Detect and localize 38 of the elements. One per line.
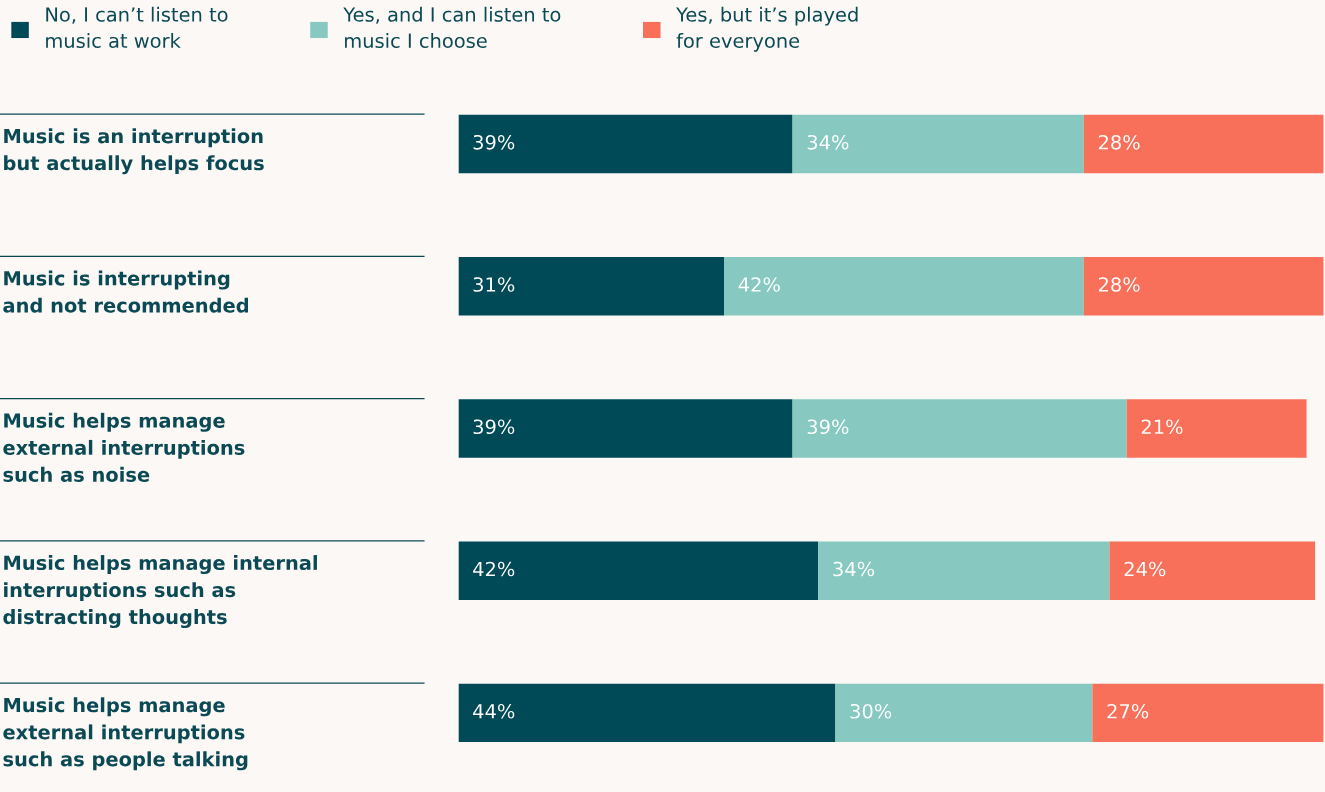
bar bbox=[458, 683, 836, 743]
data-label: 34% bbox=[833, 561, 875, 577]
bar bbox=[1083, 114, 1324, 174]
y-tick-label: Music helps manage internal interruptions such as distracting thoughts bbox=[3, 555, 317, 629]
data-label: 21% bbox=[1141, 419, 1183, 435]
bar bbox=[1109, 541, 1316, 600]
data-label: 42% bbox=[738, 277, 780, 292]
legend-label: Yes, and I can listen to music I choose bbox=[343, 6, 561, 49]
data-label: 39% bbox=[807, 419, 849, 435]
data-label: 34% bbox=[807, 134, 849, 150]
data-label: 24% bbox=[1124, 561, 1166, 577]
bar bbox=[1083, 257, 1324, 316]
bar bbox=[1092, 683, 1324, 743]
y-tick-label: Music helps manage external interruptions such as noise bbox=[3, 412, 245, 482]
bar bbox=[458, 257, 725, 316]
bar bbox=[792, 114, 1084, 174]
data-label: 39% bbox=[473, 134, 515, 150]
bar bbox=[835, 683, 1093, 743]
data-label: 27% bbox=[1107, 703, 1149, 719]
legend-label: No, I can’t listen to music at work bbox=[46, 6, 228, 49]
data-label: 42% bbox=[473, 561, 515, 577]
bar bbox=[458, 114, 793, 174]
data-label: 39% bbox=[473, 419, 515, 435]
data-label: 31% bbox=[473, 277, 515, 292]
bar bbox=[818, 541, 1110, 600]
data-label: 44% bbox=[473, 703, 515, 719]
bar bbox=[792, 399, 1127, 458]
bar bbox=[458, 541, 819, 600]
bar bbox=[1126, 399, 1307, 458]
y-tick-label: Music is an interruption but actually helps focus bbox=[4, 128, 264, 175]
data-label: 28% bbox=[1098, 277, 1140, 292]
data-label: 28% bbox=[1098, 134, 1140, 150]
y-tick-label: Music is interrupting and not recommended bbox=[3, 270, 248, 313]
data-label: 30% bbox=[850, 703, 892, 719]
y-tick-label: Music helps manage external interruptions such as people talking bbox=[3, 697, 248, 771]
bar bbox=[458, 399, 793, 458]
legend-label: Yes, but it’s played for everyone bbox=[676, 6, 858, 52]
bar bbox=[724, 257, 1084, 316]
